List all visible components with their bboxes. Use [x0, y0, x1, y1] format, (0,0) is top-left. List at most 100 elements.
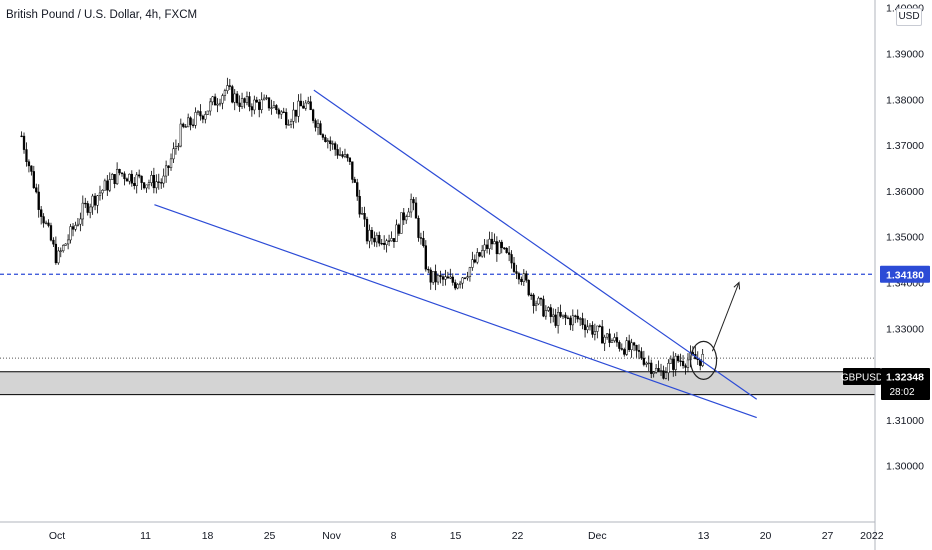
candle	[547, 307, 550, 311]
candle	[569, 317, 572, 326]
candle	[253, 99, 256, 111]
candle	[240, 98, 244, 107]
candle	[98, 192, 102, 196]
candle	[228, 85, 231, 87]
candle	[108, 179, 111, 191]
candle	[679, 360, 682, 362]
candle	[120, 172, 124, 175]
wedge-lower-line	[154, 204, 757, 419]
candle	[331, 143, 334, 145]
candle	[343, 154, 347, 157]
candle	[363, 213, 366, 220]
candle	[400, 212, 403, 234]
time-tick-label: 11	[140, 530, 151, 542]
candle	[111, 174, 114, 180]
candle	[174, 146, 178, 150]
candle	[441, 276, 445, 280]
time-tick-label: 18	[202, 530, 214, 542]
candle	[167, 165, 170, 168]
candle	[282, 111, 285, 113]
candle	[397, 224, 401, 234]
candle	[483, 244, 486, 251]
candle	[579, 318, 582, 320]
candle	[407, 211, 410, 217]
candle	[405, 216, 408, 221]
price-tick-label: 1.33000	[886, 323, 924, 335]
candle	[370, 229, 374, 239]
support-zone	[0, 371, 875, 395]
candle	[182, 123, 185, 127]
candle	[360, 213, 364, 215]
candle	[123, 173, 126, 180]
candle	[642, 357, 646, 365]
candlestick-series	[20, 77, 704, 381]
candle	[64, 243, 67, 246]
candle	[25, 149, 28, 162]
candle	[576, 315, 579, 320]
candle	[216, 103, 219, 106]
price-tick-label: 1.35000	[886, 232, 924, 244]
price-tick-label: 1.39000	[886, 49, 924, 61]
candle	[20, 135, 23, 138]
candle	[245, 96, 249, 103]
time-axis[interactable]: Oct 11 18 25 Nov 8 15 22 Dec 13 20 27 2022	[49, 530, 884, 542]
candle	[436, 275, 440, 283]
candle	[591, 324, 594, 335]
candle	[66, 239, 70, 245]
candle	[238, 102, 241, 107]
candle	[424, 245, 427, 270]
candle	[27, 161, 31, 167]
time-tick-label: Nov	[322, 530, 341, 542]
candle	[59, 250, 62, 252]
candle	[84, 202, 87, 205]
candle	[549, 307, 552, 317]
time-tick-label: 20	[760, 530, 772, 542]
candle	[701, 353, 704, 366]
candle	[515, 271, 518, 274]
candle	[593, 331, 597, 335]
candle	[42, 216, 45, 224]
candle	[566, 317, 570, 319]
candle	[250, 106, 254, 111]
candle	[76, 223, 80, 226]
candle	[532, 294, 535, 307]
candle	[645, 362, 648, 365]
candle	[30, 165, 33, 172]
candle	[147, 182, 151, 186]
candle	[434, 271, 437, 283]
candle	[635, 344, 638, 351]
candle	[260, 99, 263, 110]
candle	[380, 242, 383, 245]
candle	[669, 358, 672, 364]
candle	[44, 222, 48, 224]
candle	[522, 273, 525, 282]
candle	[375, 235, 378, 243]
candle	[454, 282, 457, 289]
candle	[277, 109, 280, 115]
candle	[292, 109, 295, 122]
candle	[525, 273, 528, 281]
price-axis[interactable]: 1.400001.390001.380001.370001.360001.350…	[886, 3, 924, 473]
bar-countdown-text: 28:02	[889, 387, 914, 398]
candle	[686, 359, 690, 368]
price-tick-label: 1.31000	[886, 415, 924, 427]
candle	[294, 109, 298, 117]
currency-button[interactable]: USD	[896, 8, 922, 26]
candle	[603, 336, 606, 344]
price-tick-label: 1.37000	[886, 140, 924, 152]
time-tick-label: 8	[391, 530, 397, 542]
candle	[672, 358, 675, 370]
candle	[356, 182, 359, 197]
candle	[664, 372, 668, 379]
candle	[458, 282, 462, 285]
candle	[265, 97, 268, 99]
candle	[267, 97, 271, 109]
candle	[145, 184, 148, 189]
candle	[539, 297, 543, 300]
candle	[586, 326, 589, 331]
candle	[637, 350, 641, 352]
candle	[289, 121, 293, 125]
candle	[106, 180, 109, 191]
candle	[91, 195, 94, 208]
